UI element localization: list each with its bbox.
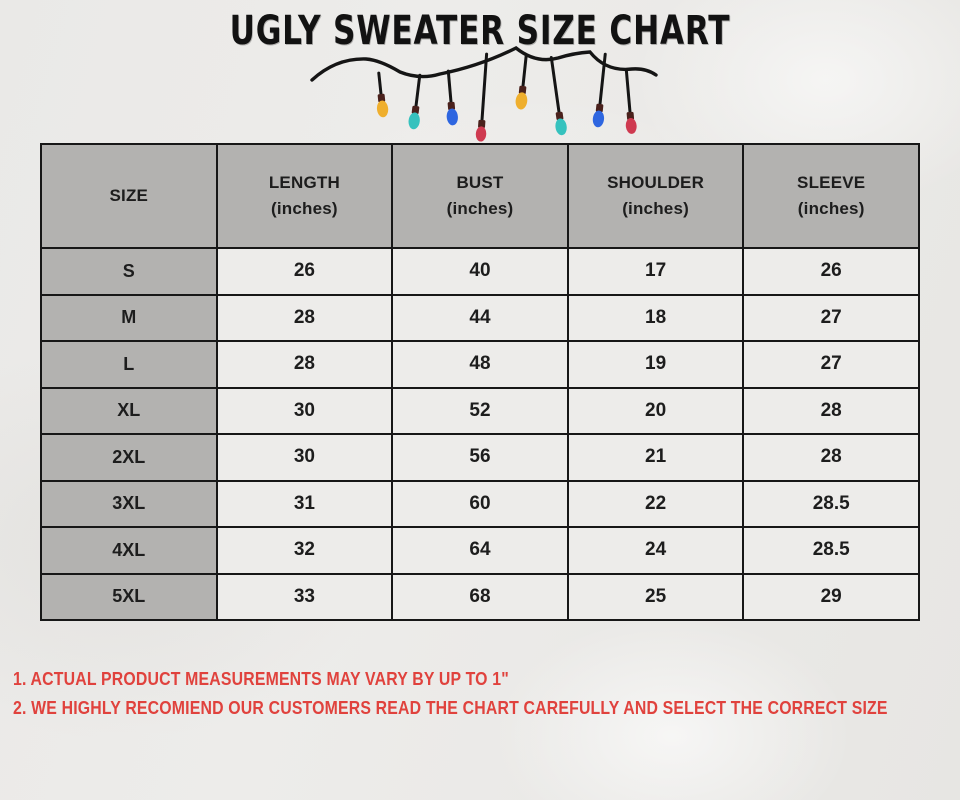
table-row: 4XL 32 64 24 28.5 [40,526,920,575]
size-label: XL [40,386,218,435]
cell-sleeve: 28 [742,386,920,435]
cell-bust: 44 [391,293,569,342]
cell-length: 33 [215,572,394,621]
size-label: 3XL [40,479,218,528]
footnotes: 1. ACTUAL PRODUCT MEASUREMENTS MAY VARY … [13,665,960,723]
page-title: UGLY SWEATER SIZE CHART [229,8,731,54]
note-read-chart: 2. WE HIGHLY RECOMIEND OUR CUSTOMERS REA… [13,698,888,718]
cell-length: 26 [215,247,394,296]
light-bulb [515,54,528,110]
cell-shoulder: 20 [566,386,745,435]
cell-shoulder: 24 [566,526,745,575]
size-label: 2XL [40,433,218,482]
light-bulb [475,52,489,142]
header-label: LENGTH [268,173,340,192]
table-row: 5XL 33 68 25 29 [40,572,920,621]
cell-sleeve: 28.5 [742,479,920,528]
header-row: SIZE LENGTH (inches) BUST (inches) SHOUL… [40,143,920,249]
header-size: SIZE [40,143,218,249]
light-bulb [624,68,637,134]
header-length: LENGTH (inches) [215,143,394,249]
table-row: XL 30 52 20 28 [40,386,920,435]
size-label: S [40,247,218,296]
cell-sleeve: 28 [742,433,920,482]
header-label: SHOULDER [607,173,705,192]
size-label: M [40,293,218,342]
header-bust: BUST (inches) [391,143,569,249]
header-shoulder: SHOULDER (inches) [566,143,745,249]
cell-sleeve: 27 [742,293,920,342]
cell-sleeve: 29 [742,572,920,621]
header-unit: (inches) [446,199,514,218]
table-row: 3XL 31 60 22 28.5 [40,479,920,528]
header-sleeve: SLEEVE (inches) [742,143,920,249]
cell-bust: 40 [391,247,569,296]
size-label: L [40,340,218,389]
header-unit: (inches) [622,199,689,218]
table-row: 2XL 30 56 21 28 [40,433,920,482]
christmas-lights-icon [310,45,658,142]
cell-bust: 56 [391,433,569,482]
note-measurement-variance: 1. ACTUAL PRODUCT MEASUREMENTS MAY VARY … [13,669,509,689]
size-label: 4XL [40,526,218,575]
cell-length: 30 [215,433,394,482]
cell-bust: 60 [391,479,569,528]
header-label: SIZE [109,186,149,205]
cell-bust: 68 [391,572,569,621]
cell-shoulder: 18 [566,293,745,342]
header-unit: (inches) [271,199,338,218]
cell-sleeve: 26 [742,247,920,296]
light-bulb [592,52,607,128]
table-row: L 28 48 19 27 [40,340,920,389]
cell-shoulder: 22 [566,479,745,528]
size-label: 5XL [40,572,218,621]
light-bulb [408,73,422,130]
size-chart-table: SIZE LENGTH (inches) BUST (inches) SHOUL… [40,143,920,621]
light-bulb [446,69,458,126]
cell-sleeve: 28.5 [742,526,920,575]
cell-bust: 64 [391,526,569,575]
lights-string [310,45,658,82]
light-bulb [549,56,567,136]
cell-sleeve: 27 [742,340,920,389]
cell-shoulder: 17 [566,247,745,296]
cell-shoulder: 19 [566,340,745,389]
cell-bust: 52 [391,386,569,435]
cell-length: 28 [215,340,394,389]
light-bulb [376,71,389,118]
cell-shoulder: 25 [566,572,745,621]
cell-length: 32 [215,526,394,575]
header-label: BUST [456,173,504,192]
cell-bust: 48 [391,340,569,389]
header-unit: (inches) [797,199,865,218]
cell-shoulder: 21 [566,433,745,482]
table-row: S 26 40 17 26 [40,247,920,296]
header-label: SLEEVE [797,173,866,192]
cell-length: 28 [215,293,394,342]
table-row: M 28 44 18 27 [40,293,920,342]
cell-length: 30 [215,386,394,435]
cell-length: 31 [215,479,394,528]
